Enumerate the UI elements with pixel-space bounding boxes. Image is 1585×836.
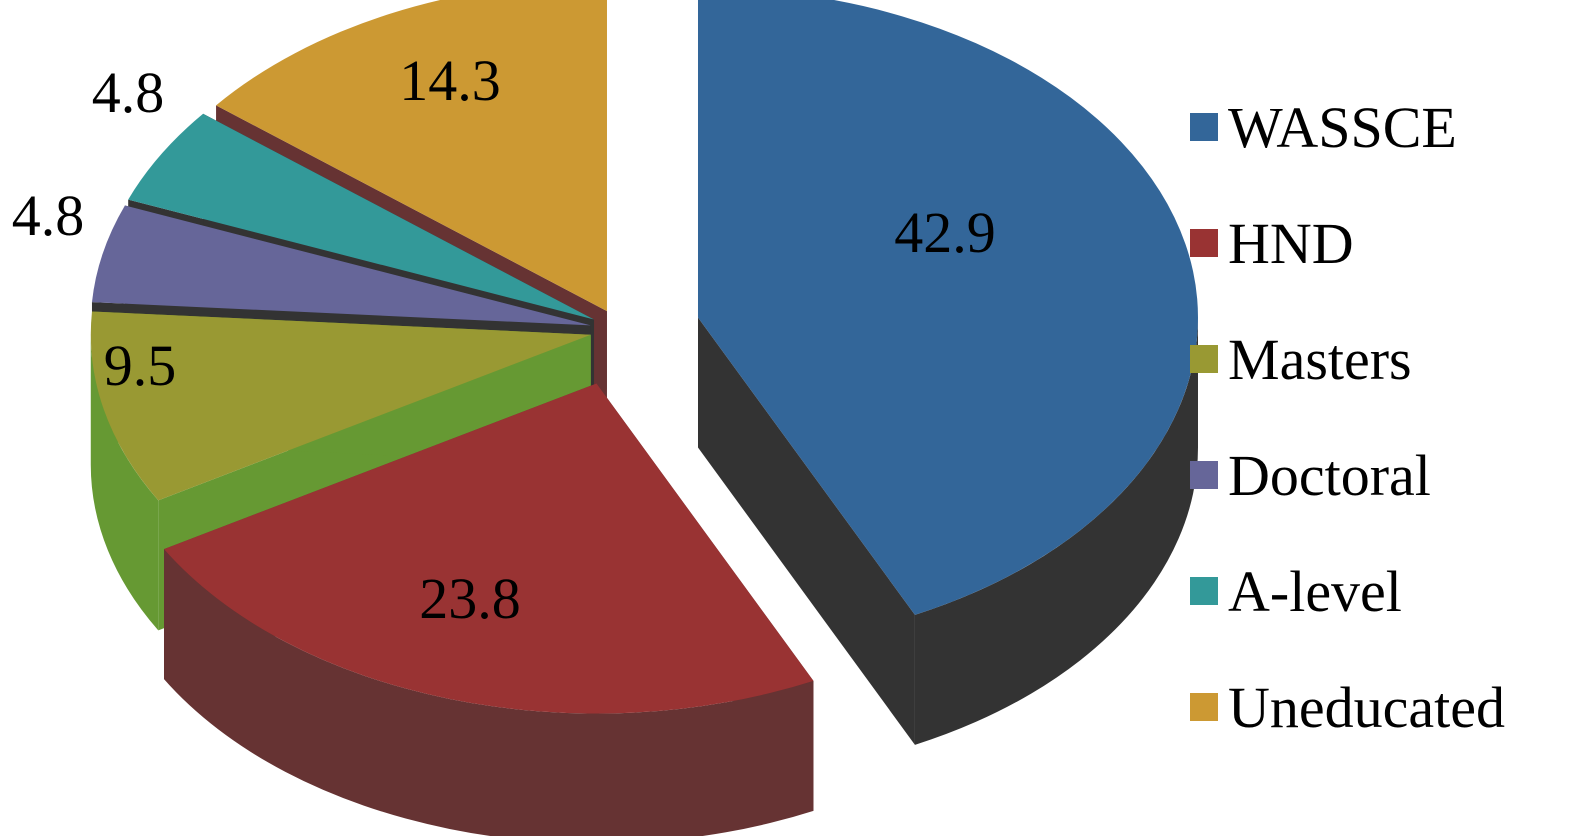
legend-label-hnd: HND xyxy=(1228,211,1354,276)
data-label-a-level: 4.8 xyxy=(92,60,165,125)
data-label-wassce: 42.9 xyxy=(894,200,996,265)
pie-layer xyxy=(90,0,1198,836)
slice-wassce-side xyxy=(914,317,1198,745)
legend-swatch-hnd xyxy=(1190,229,1218,257)
slice-hnd xyxy=(164,383,814,714)
slice-masters xyxy=(90,311,591,501)
data-label-hnd: 23.8 xyxy=(419,566,521,631)
legend-entry-hnd: HND xyxy=(1190,211,1354,276)
legend-entry-doctoral: Doctoral xyxy=(1190,443,1431,508)
slice-wassce xyxy=(697,0,1198,615)
slice-masters-side xyxy=(90,334,159,631)
slice-hnd-side xyxy=(164,549,814,836)
legend-swatch-wassce xyxy=(1190,113,1218,141)
slice-wassce-cut-face-1 xyxy=(697,317,915,745)
legend-entry-masters: Masters xyxy=(1190,327,1412,392)
slice-uneducated xyxy=(216,0,607,312)
slice-doctoral xyxy=(91,205,591,326)
legend-entry-uneducated: Uneducated xyxy=(1190,675,1505,740)
legend-label-doctoral: Doctoral xyxy=(1228,443,1431,508)
legend-label-uneducated: Uneducated xyxy=(1228,675,1505,740)
legend-label-wassce: WASSCE xyxy=(1228,95,1457,160)
legend-entry-wassce: WASSCE xyxy=(1190,95,1457,160)
slice-a-level xyxy=(128,113,595,320)
data-label-uneducated: 14.3 xyxy=(399,48,501,113)
legend-label-masters: Masters xyxy=(1228,327,1412,392)
legend-swatch-uneducated xyxy=(1190,693,1218,721)
legend-swatch-doctoral xyxy=(1190,461,1218,489)
legend-entry-a-level: A-level xyxy=(1190,559,1402,624)
data-labels: 42.9 23.8 9.5 4.8 4.8 14.3 xyxy=(12,48,996,631)
data-label-doctoral: 4.8 xyxy=(12,183,85,248)
legend: WASSCE HND Masters Doctoral A-level Uned… xyxy=(1190,95,1505,740)
legend-label-a-level: A-level xyxy=(1228,559,1402,624)
legend-swatch-masters xyxy=(1190,345,1218,373)
legend-swatch-a-level xyxy=(1190,577,1218,605)
data-label-masters: 9.5 xyxy=(104,333,177,398)
